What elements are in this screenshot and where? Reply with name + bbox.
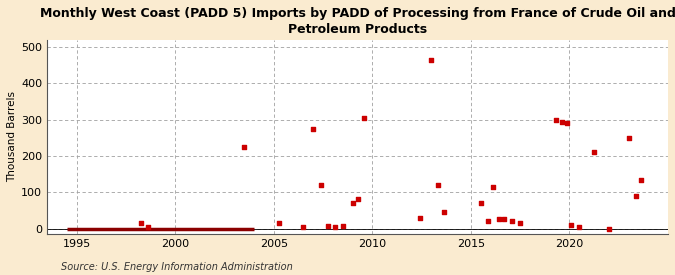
Point: [329, 224, 340, 229]
Point: [566, 223, 577, 227]
Point: [338, 223, 348, 228]
Point: [426, 58, 437, 62]
Point: [623, 136, 634, 140]
Point: [239, 145, 250, 149]
Point: [433, 183, 443, 187]
Point: [636, 177, 647, 182]
Point: [352, 197, 363, 202]
Point: [273, 221, 284, 225]
Point: [574, 224, 585, 229]
Point: [142, 224, 153, 229]
Point: [347, 201, 358, 205]
Point: [308, 126, 319, 131]
Point: [499, 217, 510, 222]
Point: [561, 121, 572, 125]
Point: [556, 119, 567, 124]
Point: [589, 150, 599, 155]
Point: [135, 221, 146, 225]
Point: [359, 116, 370, 120]
Point: [316, 183, 327, 187]
Point: [493, 217, 504, 222]
Point: [439, 210, 450, 214]
Point: [550, 117, 561, 122]
Y-axis label: Thousand Barrels: Thousand Barrels: [7, 91, 17, 182]
Point: [482, 219, 493, 224]
Point: [515, 221, 526, 225]
Point: [487, 185, 498, 189]
Point: [414, 215, 425, 220]
Point: [323, 223, 333, 228]
Text: Source: U.S. Energy Information Administration: Source: U.S. Energy Information Administ…: [61, 262, 292, 272]
Point: [298, 224, 308, 229]
Point: [603, 226, 614, 231]
Title: Monthly West Coast (PADD 5) Imports by PADD of Processing from France of Crude O: Monthly West Coast (PADD 5) Imports by P…: [40, 7, 675, 36]
Point: [630, 194, 641, 198]
Point: [475, 201, 486, 205]
Point: [507, 219, 518, 224]
